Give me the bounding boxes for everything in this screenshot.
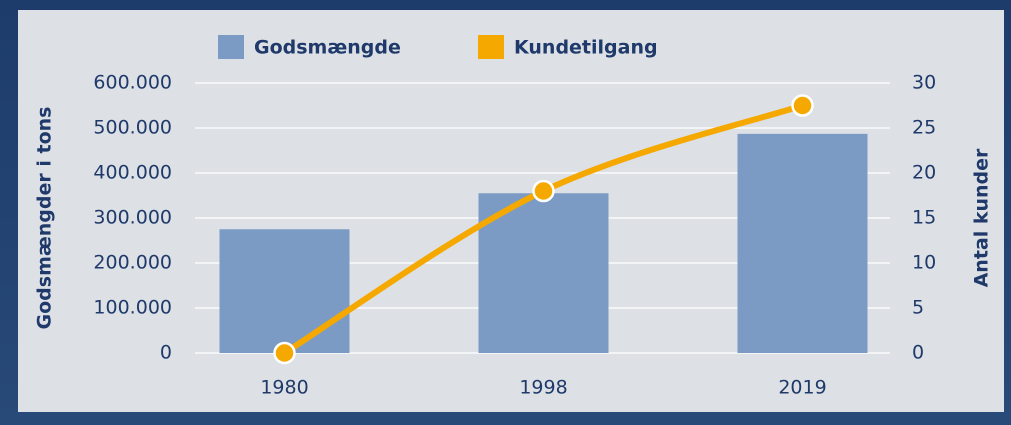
bar: [478, 193, 609, 353]
y-tick-label: 500.000: [93, 117, 172, 139]
y2-axis-label: Antal kunder: [971, 148, 993, 287]
y-tick-label: 0: [160, 342, 172, 364]
y2-tick-label: 20: [912, 162, 936, 184]
x-tick-label: 2019: [778, 377, 826, 399]
y2-tick-label: 25: [912, 117, 936, 139]
y2-tick-label: 5: [912, 297, 924, 319]
point: [532, 179, 555, 203]
y-tick-label: 200.000: [93, 252, 172, 274]
legend-label: Kundetilgang: [514, 37, 658, 59]
y-axis-label: Godsmængder i tons: [34, 107, 56, 330]
point: [791, 94, 814, 117]
legend-swatch: [478, 35, 504, 59]
bar: [737, 133, 868, 353]
x-tick-label: 1980: [260, 377, 308, 399]
y-tick-label: 300.000: [93, 207, 172, 229]
y-tick-label: 600.000: [93, 72, 172, 94]
y-tick-label: 400.000: [93, 162, 172, 184]
point: [273, 341, 296, 365]
y2-tick-label: 0: [912, 342, 924, 364]
y2-tick-label: 10: [912, 252, 936, 274]
bar: [219, 229, 350, 353]
x-tick-label: 1998: [519, 377, 567, 399]
y2-tick-label: 15: [912, 207, 936, 229]
legend-label: Godsmængde: [254, 37, 401, 59]
y-tick-label: 100.000: [93, 297, 172, 319]
y2-tick-label: 30: [912, 72, 936, 94]
legend-swatch: [218, 35, 244, 59]
